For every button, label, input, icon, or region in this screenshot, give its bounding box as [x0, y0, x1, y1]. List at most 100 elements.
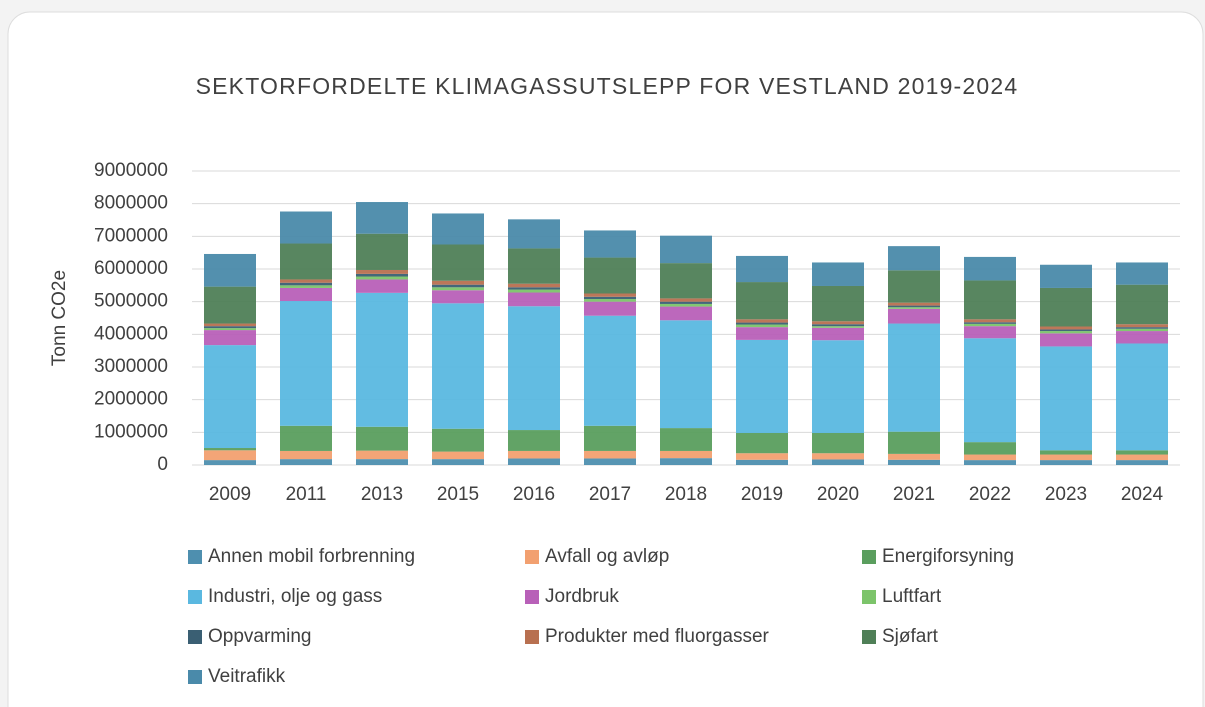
legend-label: Avfall og avløp [545, 546, 669, 567]
bar-segment [280, 450, 332, 460]
bar-segment [660, 428, 712, 451]
legend-swatch [525, 550, 539, 564]
bar-segment [1040, 331, 1092, 334]
bar-segment [280, 243, 332, 280]
bar-segment [508, 248, 560, 284]
bar-segment [660, 320, 712, 429]
bar-segment [356, 276, 408, 280]
y-tick-label: 8000000 [94, 193, 168, 214]
bar-segment [964, 319, 1016, 323]
bar-segment [432, 244, 484, 281]
bar-segment [812, 285, 864, 322]
bar-segment [1116, 324, 1168, 328]
bar-segment [1040, 454, 1092, 461]
y-tick-label: 1000000 [94, 421, 168, 442]
x-tick-label: 2022 [969, 484, 1011, 505]
bar-segment [204, 286, 256, 324]
bar-segment [660, 458, 712, 465]
bar-segment [508, 292, 560, 307]
bar-segment [584, 296, 636, 300]
bar-segment [1040, 287, 1092, 327]
bar-segment [888, 459, 940, 465]
bar-segment [660, 450, 712, 459]
bar-segment [1040, 333, 1092, 347]
x-tick-label: 2019 [741, 484, 783, 505]
y-axis-label: Tonn CO2e [49, 270, 70, 366]
bar-segment [812, 321, 864, 325]
y-tick-label: 7000000 [94, 225, 168, 246]
x-tick-label: 2011 [286, 484, 327, 505]
y-tick-label: 4000000 [94, 323, 168, 344]
bar-segment [584, 230, 636, 258]
legend-label: Oppvarming [208, 626, 312, 647]
bar-segment [964, 256, 1016, 281]
bar-segment [356, 292, 408, 427]
bar-segment [508, 430, 560, 451]
bar-segment [888, 246, 940, 271]
legend-swatch [862, 630, 876, 644]
bar-segment [584, 315, 636, 426]
bar-segment [964, 460, 1016, 465]
bar-segment [280, 211, 332, 244]
x-tick-label: 2016 [513, 484, 555, 505]
bar-segment [964, 323, 1016, 327]
bar-segment [736, 322, 788, 325]
legend-label: Veitrafikk [208, 666, 286, 687]
y-tick-label: 2000000 [94, 389, 168, 410]
bar-segment [356, 233, 408, 270]
legend-label: Sjøfart [882, 626, 939, 647]
bar-segment [888, 323, 940, 432]
bar-segment [584, 425, 636, 451]
legend-label: Jordbruk [545, 586, 619, 607]
legend-swatch [525, 590, 539, 604]
bar-segment [812, 326, 864, 328]
x-tick-label: 2024 [1121, 484, 1164, 505]
bar-segment [432, 303, 484, 429]
bar-segment [812, 453, 864, 460]
bar-segment [1040, 346, 1092, 451]
bar-segment [432, 428, 484, 452]
bar-segment [1116, 331, 1168, 344]
legend-swatch [525, 630, 539, 644]
chart-title: SEKTORFORDELTE KLIMAGASSUTSLEPP FOR VEST… [196, 73, 1019, 99]
bar-segment [660, 298, 712, 302]
bar-segment [584, 257, 636, 294]
legend-swatch [188, 670, 202, 684]
bar-segment [204, 328, 256, 331]
bar-segment [888, 308, 940, 324]
bar-segment [508, 287, 560, 290]
bar-segment [736, 432, 788, 454]
legend-swatch [188, 630, 202, 644]
bar-segment [204, 345, 256, 449]
bar-segment [1116, 343, 1168, 451]
bar-segment [356, 273, 408, 277]
bar-segment [356, 279, 408, 293]
legend-label: Industri, olje og gass [208, 586, 382, 607]
bar-segment [508, 450, 560, 459]
bar-segment [584, 450, 636, 459]
bar-segment [736, 324, 788, 328]
legend-label: Luftfart [882, 586, 942, 607]
bar-segment [432, 290, 484, 304]
y-tick-label: 3000000 [94, 356, 168, 377]
bar-segment [1040, 329, 1092, 332]
bar-segment [812, 327, 864, 341]
bar-segment [964, 442, 1016, 455]
bar-segment [660, 303, 712, 307]
bar-segment [204, 448, 256, 451]
bar-segment [204, 326, 256, 329]
bar-segment [1040, 264, 1092, 288]
bar-segment [280, 285, 332, 288]
bar-segment [204, 330, 256, 346]
bar-segment [660, 235, 712, 264]
bar-segment [888, 453, 940, 460]
bar-segment [736, 255, 788, 283]
legend-swatch [188, 590, 202, 604]
bar-segment [508, 306, 560, 431]
y-tick-label: 6000000 [94, 258, 168, 279]
bar-segment [432, 287, 484, 291]
legend-label: Energiforsyning [882, 546, 1014, 567]
x-tick-label: 2020 [817, 484, 859, 505]
bar-segment [508, 283, 560, 288]
bar-segment [280, 279, 332, 283]
